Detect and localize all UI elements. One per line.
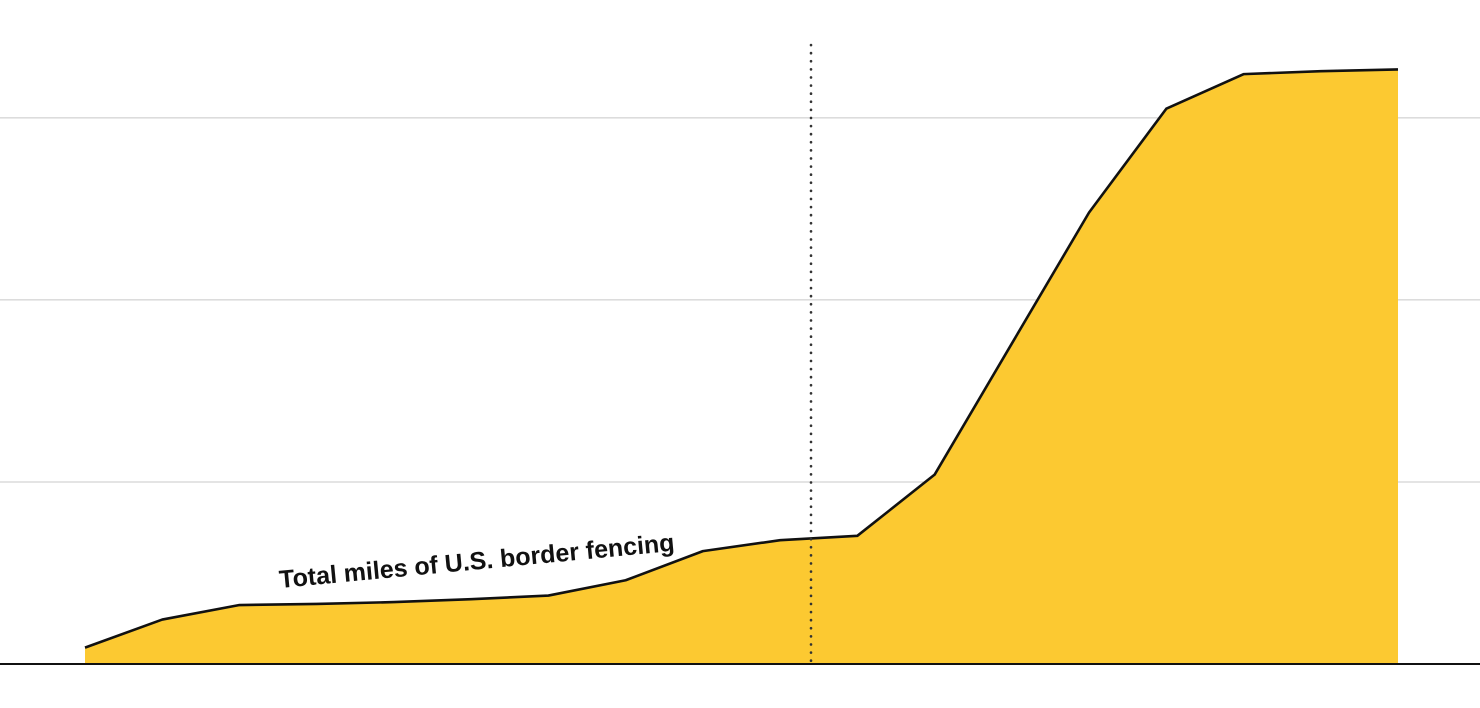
area-series [84,68,1399,665]
series-line [84,68,1399,649]
area-fill [85,69,1398,665]
